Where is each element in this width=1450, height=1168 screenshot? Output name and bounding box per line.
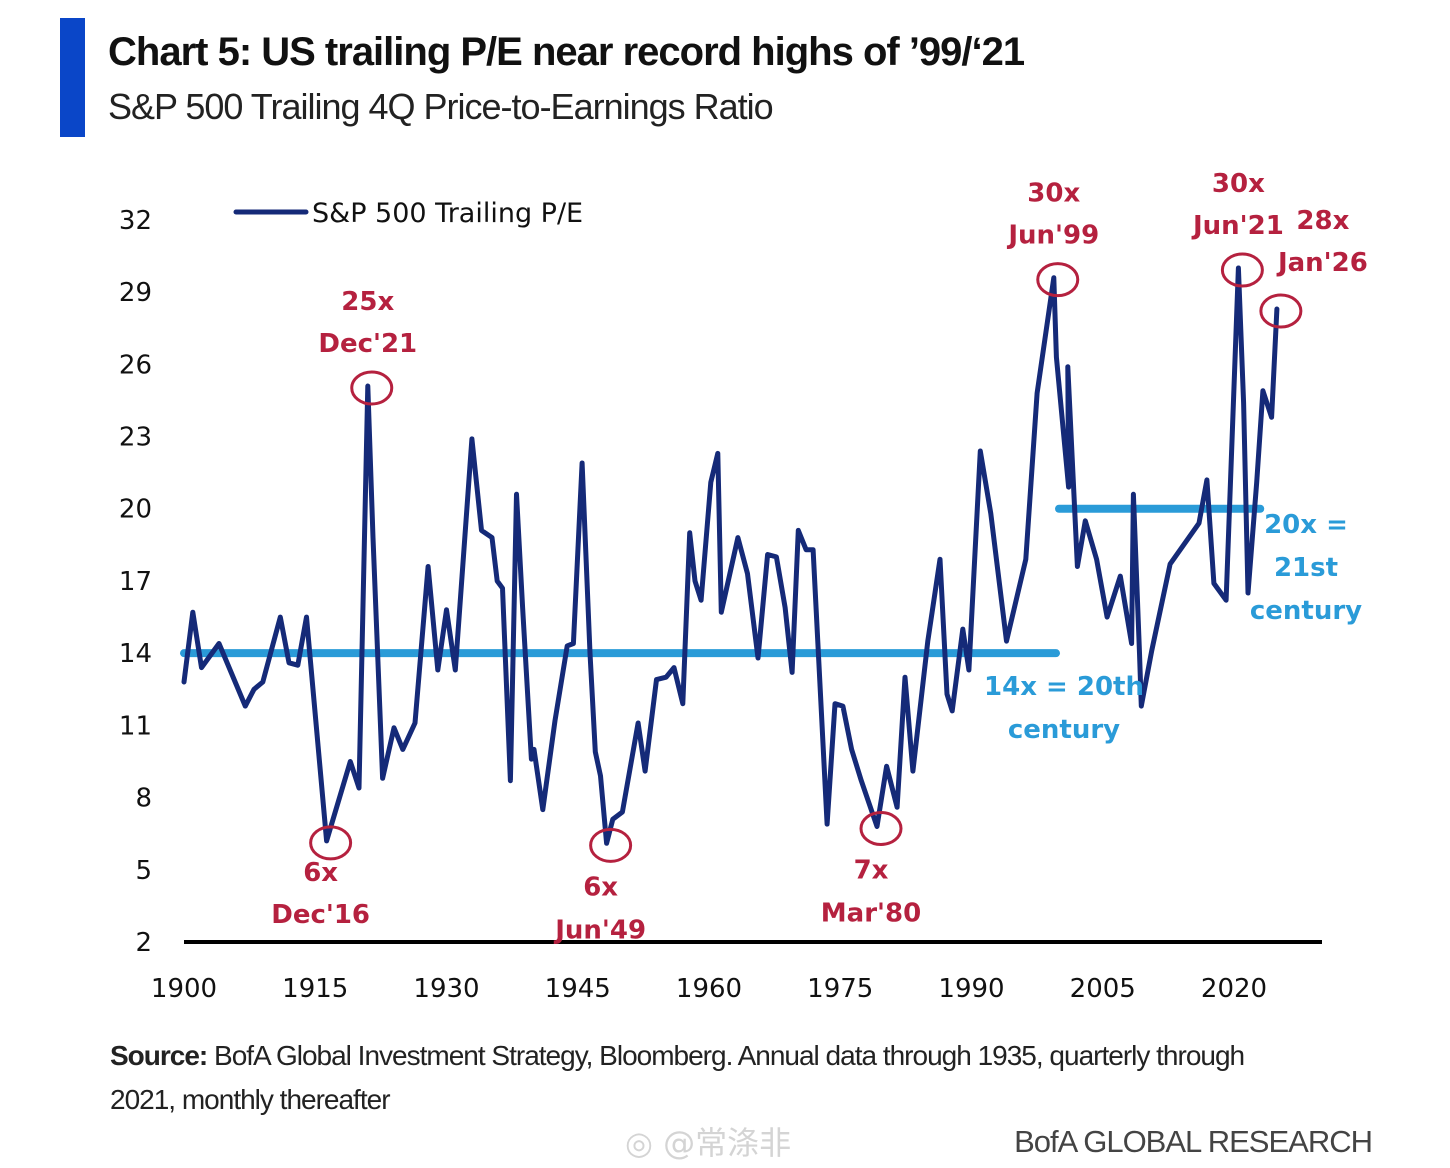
annotation-circle [589, 827, 633, 863]
y-tick-label: 11 [119, 711, 152, 741]
annotation-value-label: 6x [303, 858, 338, 888]
y-tick-label: 8 [135, 784, 152, 814]
x-tick-label: 1960 [676, 974, 742, 1004]
annotation-date-label: Dec'16 [271, 900, 370, 930]
x-tick-label: 2005 [1070, 974, 1136, 1004]
annotation-date-label: Dec'21 [318, 329, 417, 359]
y-axis-ticks: 2 5 8 11 14 17 20 23 26 29 32 [119, 206, 152, 958]
weibo-icon: ◎ [625, 1124, 664, 1162]
annotation-value-label: 28x [1296, 206, 1349, 236]
annotation-circle [1220, 252, 1264, 288]
y-tick-label: 23 [119, 423, 152, 453]
y-tick-label: 17 [119, 567, 152, 597]
reference-label-line: 14x = 20th [984, 672, 1144, 702]
x-axis-ticks: 1900 1915 1930 1945 1960 1975 1990 2005 2020 [151, 974, 1267, 1004]
chart-canvas: 2 5 8 11 14 17 20 23 26 29 32 1900 1915 1930 1945 1960… [119, 169, 1368, 1004]
y-tick-label: 32 [119, 206, 152, 236]
watermark-text: @常涤非 [663, 1124, 792, 1162]
x-tick-label: 1930 [413, 974, 479, 1004]
source-label: Source: [110, 1040, 208, 1071]
reference-label-line: century [1250, 596, 1362, 626]
weibo-watermark: ◎ @常涤非 [625, 1118, 791, 1164]
annotation-value-label: 6x [583, 872, 618, 902]
reference-labels: 14x = 20th century 20x = 21st century [984, 510, 1362, 745]
annotation-circle [309, 825, 353, 861]
annotation-circle [859, 810, 903, 846]
annotation-date-label: Mar'80 [821, 898, 921, 928]
annotation-value-label: 7x [854, 855, 889, 885]
annotation-date-label: Jun'49 [553, 915, 646, 945]
reference-label-line: 20x = [1264, 510, 1348, 540]
y-tick-label: 26 [119, 350, 152, 380]
y-tick-label: 5 [135, 856, 152, 886]
y-tick-label: 14 [119, 639, 152, 669]
x-tick-label: 1945 [545, 974, 611, 1004]
annotation-date-label: Jun'99 [1006, 221, 1099, 251]
x-tick-label: 2020 [1201, 974, 1267, 1004]
x-tick-label: 1990 [938, 974, 1004, 1004]
annotations: 25x Dec'21 6x Dec'16 6x Jun'49 7x Mar'80 30x Jun'… [271, 169, 1368, 945]
brand-label: BofA GLOBAL RESEARCH [1014, 1124, 1373, 1159]
x-tick-label: 1975 [807, 974, 873, 1004]
annotation-circle [1259, 293, 1303, 329]
title-accent-bar [60, 18, 85, 137]
source-text: BofA Global Investment Strategy, Bloombe… [110, 1040, 1245, 1115]
y-tick-label: 29 [119, 278, 152, 308]
annotation-circle [1036, 262, 1080, 298]
source-note: Source: BofA Global Investment Strategy,… [110, 1034, 1310, 1122]
legend-label: S&P 500 Trailing P/E [312, 198, 583, 229]
chart-title: Chart 5: US trailing P/E near record hig… [108, 30, 1025, 74]
legend: S&P 500 Trailing P/E [233, 198, 583, 229]
x-tick-label: 1915 [282, 974, 348, 1004]
annotation-value-label: 30x [1212, 169, 1265, 199]
series-line-sp500-trailing-pe [181, 265, 1280, 846]
y-tick-label: 20 [119, 495, 152, 525]
x-tick-label: 1900 [151, 974, 217, 1004]
annotation-date-label: Jan'26 [1276, 248, 1368, 278]
annotation-date-label: Jun'21 [1191, 211, 1284, 241]
chart-subtitle: S&P 500 Trailing 4Q Price-to-Earnings Ra… [108, 86, 774, 127]
annotation-circle [350, 370, 394, 406]
reference-label-line: century [1008, 715, 1120, 745]
reference-lines [180, 504, 1265, 658]
annotation-value-label: 30x [1027, 179, 1080, 209]
y-tick-label: 2 [135, 928, 152, 958]
annotation-value-label: 25x [341, 287, 394, 317]
reference-label-line: 21st [1274, 553, 1338, 583]
